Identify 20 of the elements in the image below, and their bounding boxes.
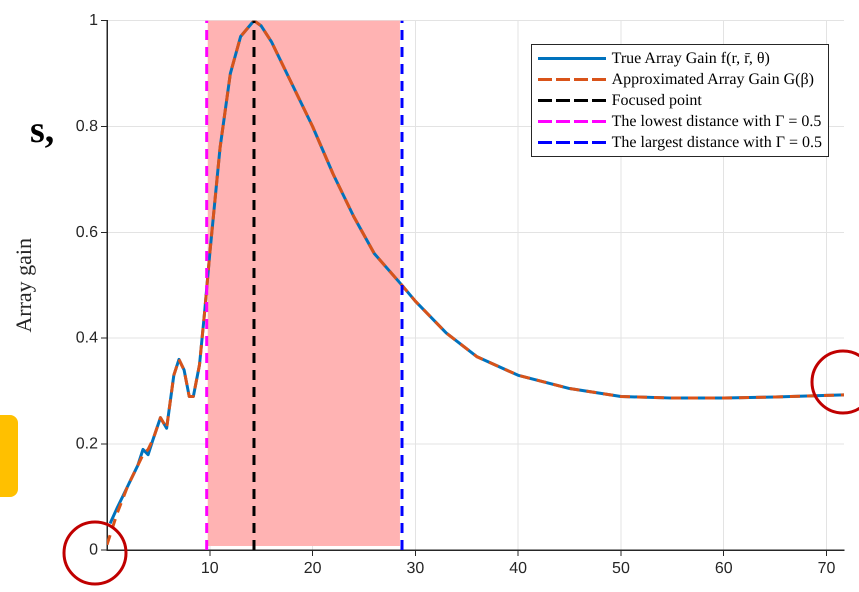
y-tick-label: 0 bbox=[89, 541, 98, 558]
legend-label: Focused point bbox=[612, 91, 702, 111]
text: s, bbox=[30, 108, 54, 152]
y-tick-label: 0.2 bbox=[76, 436, 98, 453]
x-tick-label: 50 bbox=[612, 560, 630, 578]
legend-label: True Array Gain f(r, r̄, θ) bbox=[612, 49, 770, 69]
x-tick-label: 40 bbox=[509, 560, 528, 578]
y-axis-title: Array gain bbox=[10, 238, 36, 333]
x-tick-label: 60 bbox=[714, 560, 733, 578]
x-tick-label: 10 bbox=[200, 560, 219, 578]
y-tick-label: 0.8 bbox=[76, 118, 98, 135]
x-tick-label: 30 bbox=[406, 560, 424, 578]
y-tick-label: 1 bbox=[89, 12, 98, 30]
legend-label: Approximated Array Gain G(β) bbox=[612, 70, 814, 90]
x-tick-label: 70 bbox=[818, 560, 836, 578]
y-tick-label: 0.4 bbox=[76, 330, 98, 347]
y-tick-label: 0.6 bbox=[76, 224, 98, 241]
x-tick-label: 20 bbox=[304, 560, 322, 578]
legend-label: The largest distance with Γ = 0.5 bbox=[612, 133, 822, 153]
legend-label: The lowest distance with Γ = 0.5 bbox=[612, 112, 822, 132]
